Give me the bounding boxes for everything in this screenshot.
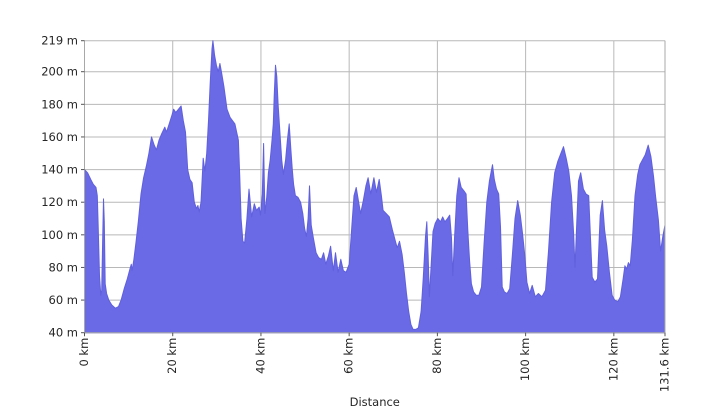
x-tick-label: 131.6 km [658, 338, 672, 392]
x-tick-label: 120 km [606, 338, 620, 381]
y-tick-label: 180 m [41, 97, 78, 111]
y-tick-label: 140 m [41, 163, 78, 177]
x-tick-label: 0 km [77, 338, 91, 367]
axis-spines [84, 40, 666, 334]
x-tick-labels: 0 km 20 km 40 km 60 km 80 km 100 km 120 km 131.… [77, 338, 672, 392]
y-tick-label: 219 m [41, 34, 78, 48]
x-axis-title: Distance [350, 395, 400, 409]
x-tick-label: 60 km [342, 338, 356, 374]
y-tick-label: 100 m [41, 228, 78, 242]
elevation-area-layer [84, 40, 666, 334]
y-tick-labels: 40 m 60 m 80 m 100 m 120 m 140 m 160 m 180 m 200… [41, 34, 78, 340]
y-tick-label: 80 m [49, 260, 79, 274]
x-tick-label: 20 km [165, 338, 179, 374]
x-tick-label: 40 km [253, 338, 267, 374]
y-tick-label: 120 m [41, 195, 78, 209]
y-tick-label: 200 m [41, 65, 78, 79]
x-tick-label: 80 km [430, 338, 444, 374]
y-tick-label: 60 m [49, 293, 79, 307]
y-tick-label: 40 m [49, 326, 79, 340]
x-tick-label: 100 km [518, 338, 532, 381]
y-tick-label: 160 m [41, 130, 78, 144]
elevation-area [84, 40, 666, 334]
axis-ticks [81, 40, 666, 337]
